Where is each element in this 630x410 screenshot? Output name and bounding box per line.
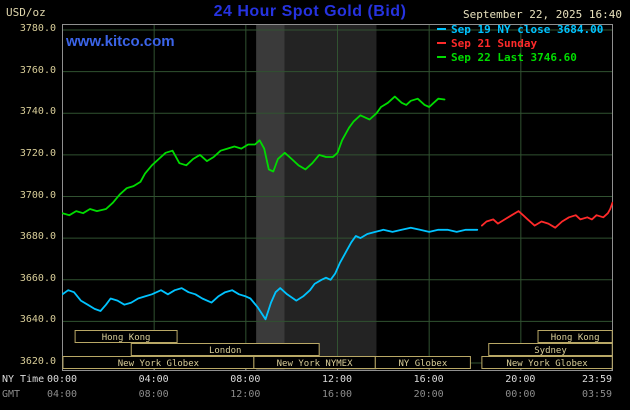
session-box — [481, 356, 613, 369]
page-title: 24 Hour Spot Gold (Bid) — [213, 3, 407, 20]
gmt-tick-label: 08:00 — [138, 389, 169, 400]
ny-time-axis-caption: NY Time — [2, 374, 45, 385]
session-box — [488, 343, 613, 356]
gmt-tick-label: 04:00 — [46, 389, 78, 400]
session-label: New York Globex — [118, 359, 200, 369]
gmt-tick-label: 16:00 — [321, 389, 353, 400]
session-highlight-band — [284, 25, 377, 370]
chart-legend: Sep 19 NY close 3684.00 Sep 21 Sunday Sep … — [437, 22, 603, 64]
session-label: New York NYMEX — [277, 359, 353, 369]
gmt-tick-label: 03:59 — [581, 389, 613, 400]
session-highlight-band — [256, 25, 285, 370]
gmt-tick-label: 20:00 — [413, 389, 444, 400]
session-label: Sydney — [534, 346, 567, 356]
session-label: New York Globex — [506, 359, 588, 369]
y-axis-tick-label: 3680.0 — [19, 231, 56, 243]
gmt-tick-label: 00:00 — [505, 389, 536, 400]
gold-price-chart: Hong Kong Hong Kong London Sydney New York G… — [62, 24, 613, 371]
session-label: NY Globex — [398, 359, 447, 369]
ny-time-tick-label: 23:59 — [581, 374, 613, 385]
chart-plot-area: Hong Kong Hong Kong London Sydney New York G… — [62, 24, 613, 371]
y-axis-tick-label: 3720.0 — [19, 147, 56, 159]
legend-dash-icon — [437, 56, 446, 58]
y-axis-tick-label: 3660.0 — [19, 272, 56, 284]
plot-frame — [62, 24, 613, 371]
ny-time-tick-label: 16:00 — [413, 374, 444, 385]
price-line-sep22 — [62, 95, 446, 217]
legend-label: Sep 21 Sunday — [451, 36, 538, 50]
ny-time-tick-label: 04:00 — [138, 374, 169, 385]
session-box — [374, 356, 471, 369]
ny-time-tick-label: 12:00 — [321, 374, 353, 385]
price-line-sep21 — [480, 201, 613, 229]
session-box — [74, 330, 178, 343]
legend-item: Sep 19 NY close 3684.00 — [437, 22, 603, 36]
legend-label: Sep 22 Last 3746.60 — [451, 50, 577, 64]
y-axis-tick-label: 3620.0 — [19, 356, 56, 367]
ny-time-tick-label: 20:00 — [505, 374, 536, 385]
y-axis-units-label: USD/oz — [6, 6, 46, 19]
y-axis-tick-label: 3760.0 — [19, 64, 56, 76]
y-axis-tick-label: 3700.0 — [19, 189, 56, 201]
legend-item: Sep 21 Sunday — [437, 36, 603, 50]
ny-time-tick-label: 00:00 — [46, 374, 78, 385]
y-axis-tick-label: 3740.0 — [19, 106, 56, 118]
legend-dash-icon — [437, 28, 446, 30]
legend-label: Sep 19 NY close 3684.00 — [451, 22, 604, 36]
session-box — [130, 343, 320, 356]
session-label: Hong Kong — [551, 333, 600, 343]
session-label: Hong Kong — [102, 333, 151, 343]
kitco-watermark-link[interactable]: www.kitco.com — [66, 33, 175, 50]
session-box — [537, 330, 613, 343]
legend-item: Sep 22 Last 3746.60 — [437, 50, 603, 64]
legend-dash-icon — [437, 42, 446, 44]
y-axis-tick-label: 3780.0 — [19, 23, 56, 34]
price-line-sep19 — [62, 226, 479, 321]
session-label: London — [209, 346, 242, 356]
gmt-tick-label: 12:00 — [230, 389, 261, 400]
y-axis-tick-label: 3640.0 — [19, 314, 56, 326]
gmt-axis-caption: GMT — [2, 389, 21, 400]
ny-time-tick-label: 08:00 — [230, 374, 261, 385]
chart-datetime: September 22, 2025 16:40 — [463, 8, 622, 21]
